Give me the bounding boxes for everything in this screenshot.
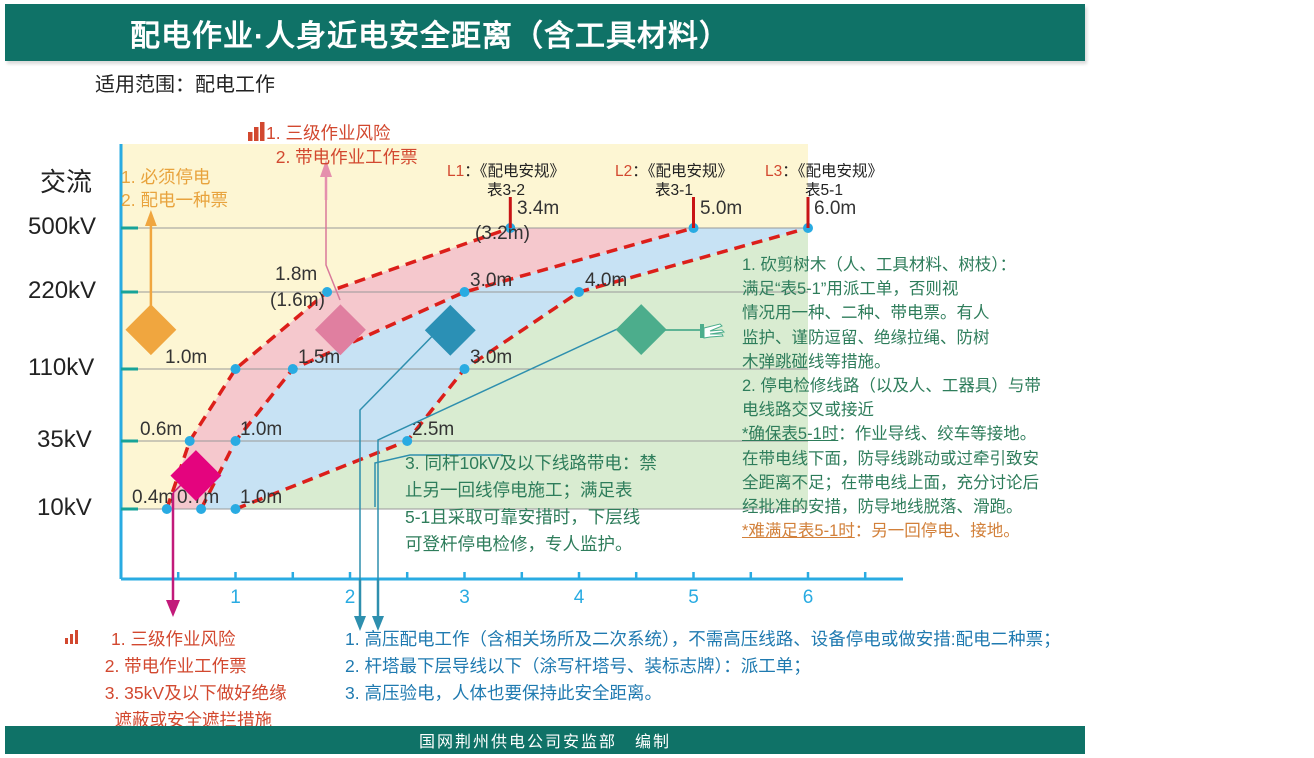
svg-text:1: 1	[230, 587, 241, 608]
svg-text:5.0m: 5.0m	[700, 198, 742, 219]
svg-text:1.0m: 1.0m	[240, 487, 282, 508]
svg-text:4.0m: 4.0m	[585, 270, 627, 291]
svg-text:2.5m: 2.5m	[412, 419, 454, 440]
svg-text:2: 2	[345, 587, 356, 608]
svg-text:3.0m: 3.0m	[470, 347, 512, 368]
svg-text:1.5m: 1.5m	[298, 347, 340, 368]
svg-text:0.6m: 0.6m	[140, 419, 182, 440]
svg-text:3.0m: 3.0m	[470, 270, 512, 291]
svg-text:4: 4	[574, 587, 585, 608]
svg-text:(3.2m): (3.2m)	[475, 223, 530, 244]
svg-text:1.0m: 1.0m	[240, 419, 282, 440]
svg-text:6: 6	[803, 587, 814, 608]
svg-text:0.4m: 0.4m	[132, 487, 174, 508]
svg-text:6.0m: 6.0m	[814, 198, 856, 219]
svg-text:5: 5	[688, 587, 699, 608]
svg-text:3: 3	[459, 587, 470, 608]
svg-text:(1.6m): (1.6m)	[270, 290, 325, 311]
svg-text:1.8m: 1.8m	[275, 264, 317, 285]
svg-text:3.4m: 3.4m	[517, 198, 559, 219]
svg-text:1.0m: 1.0m	[165, 347, 207, 368]
